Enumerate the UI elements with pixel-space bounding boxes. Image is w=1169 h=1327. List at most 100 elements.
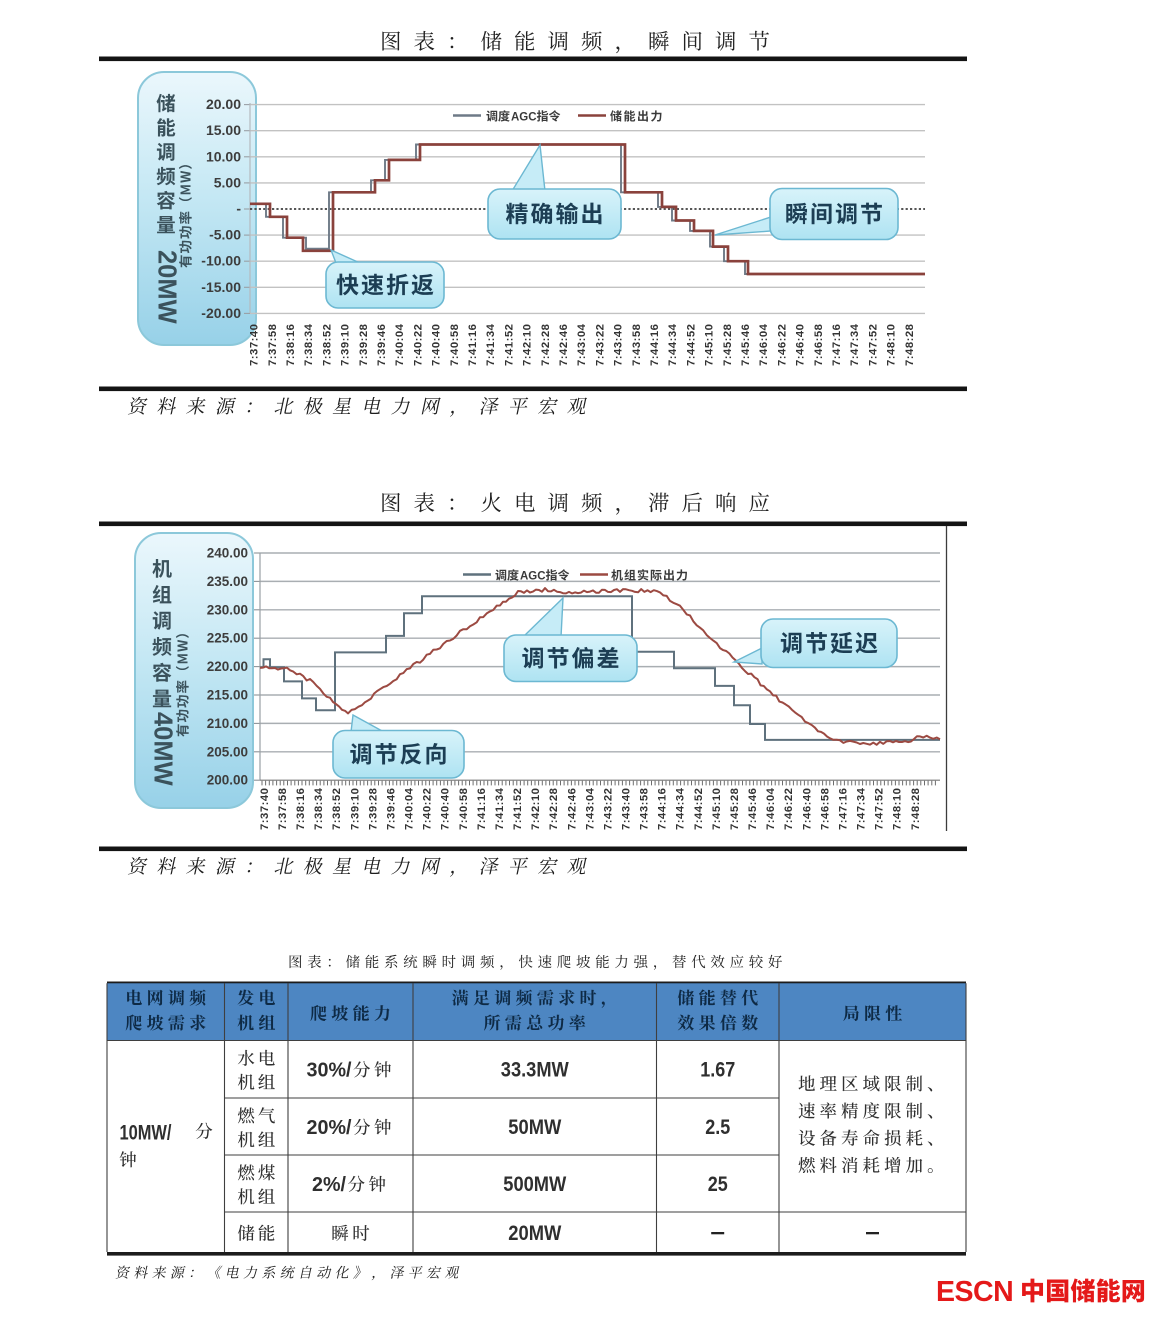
svg-text:7:45:28: 7:45:28 xyxy=(722,324,734,366)
svg-text:7:39:10: 7:39:10 xyxy=(340,324,352,366)
svg-text:5.00: 5.00 xyxy=(214,174,241,190)
svg-text:7:39:46: 7:39:46 xyxy=(386,788,398,830)
svg-text:200.00: 200.00 xyxy=(207,773,248,788)
svg-text:7:40:22: 7:40:22 xyxy=(412,324,424,366)
svg-text:7:48:10: 7:48:10 xyxy=(892,788,904,830)
svg-text:7:47:34: 7:47:34 xyxy=(849,323,861,366)
svg-text:20MW: 20MW xyxy=(508,1222,561,1245)
svg-text:20%/: 20%/ xyxy=(307,1117,352,1139)
svg-text:7:37:40: 7:37:40 xyxy=(249,324,261,366)
svg-text:7:43:40: 7:43:40 xyxy=(621,788,633,830)
svg-text:33.3MW: 33.3MW xyxy=(501,1059,569,1082)
svg-text:20.00: 20.00 xyxy=(206,96,241,112)
svg-text:7:38:16: 7:38:16 xyxy=(285,324,297,366)
svg-text:7:48:28: 7:48:28 xyxy=(910,788,922,830)
svg-text:7:42:10: 7:42:10 xyxy=(530,788,542,830)
svg-text:7:42:28: 7:42:28 xyxy=(548,788,560,830)
svg-text:500MW: 500MW xyxy=(503,1173,566,1196)
svg-text:7:40:40: 7:40:40 xyxy=(431,324,443,366)
svg-text:7:40:04: 7:40:04 xyxy=(394,323,406,366)
svg-text:7:40:04: 7:40:04 xyxy=(404,787,416,830)
svg-text:7:38:34: 7:38:34 xyxy=(313,787,325,830)
svg-text:7:39:46: 7:39:46 xyxy=(376,324,388,366)
svg-text:7:43:04: 7:43:04 xyxy=(584,787,596,830)
svg-text:7:41:16: 7:41:16 xyxy=(467,324,479,366)
svg-text:7:39:10: 7:39:10 xyxy=(349,788,361,830)
svg-text:AGC: AGC xyxy=(520,571,546,583)
svg-text:7:41:52: 7:41:52 xyxy=(512,788,524,830)
svg-text:220.00: 220.00 xyxy=(207,659,248,674)
svg-text:7:41:34: 7:41:34 xyxy=(494,787,506,830)
svg-text:25: 25 xyxy=(708,1173,728,1196)
svg-text:7:42:46: 7:42:46 xyxy=(566,788,578,830)
svg-text:205.00: 205.00 xyxy=(207,744,248,759)
svg-text:50MW: 50MW xyxy=(508,1116,561,1139)
svg-text:7:45:10: 7:45:10 xyxy=(704,324,716,366)
svg-text:ESCN: ESCN xyxy=(936,1276,1013,1308)
svg-text:7:43:22: 7:43:22 xyxy=(602,788,614,830)
svg-text:AGC: AGC xyxy=(511,112,537,124)
svg-text:7:42:46: 7:42:46 xyxy=(558,324,570,366)
svg-text:-20.00: -20.00 xyxy=(201,305,241,321)
svg-text:7:46:40: 7:46:40 xyxy=(801,788,813,830)
svg-text:7:47:16: 7:47:16 xyxy=(838,788,850,830)
svg-text:240.00: 240.00 xyxy=(207,546,248,561)
svg-text:7:44:52: 7:44:52 xyxy=(685,324,697,366)
svg-text:7:46:58: 7:46:58 xyxy=(813,324,825,366)
svg-text:7:47:34: 7:47:34 xyxy=(856,787,868,830)
svg-text:7:38:52: 7:38:52 xyxy=(331,788,343,830)
svg-text:7:43:22: 7:43:22 xyxy=(594,324,606,366)
svg-text:7:41:34: 7:41:34 xyxy=(485,323,497,366)
svg-text:7:45:46: 7:45:46 xyxy=(747,788,759,830)
svg-text:30%/: 30%/ xyxy=(307,1059,352,1081)
svg-text:7:43:04: 7:43:04 xyxy=(576,323,588,366)
svg-text:7:39:28: 7:39:28 xyxy=(367,788,379,830)
svg-text:40MW: 40MW xyxy=(149,712,177,787)
svg-text:2%/: 2%/ xyxy=(312,1174,346,1196)
svg-text:-: - xyxy=(236,201,241,217)
svg-text:7:46:58: 7:46:58 xyxy=(819,788,831,830)
svg-text:7:46:22: 7:46:22 xyxy=(776,324,788,366)
svg-text:7:37:58: 7:37:58 xyxy=(267,324,279,366)
svg-text:7:38:16: 7:38:16 xyxy=(295,788,307,830)
svg-text:7:43:58: 7:43:58 xyxy=(639,788,651,830)
svg-text:7:44:16: 7:44:16 xyxy=(657,788,669,830)
svg-text:7:39:28: 7:39:28 xyxy=(358,324,370,366)
svg-text:-15.00: -15.00 xyxy=(201,279,241,295)
svg-text:7:46:22: 7:46:22 xyxy=(783,788,795,830)
svg-text:7:41:52: 7:41:52 xyxy=(503,324,515,366)
svg-text:7:44:52: 7:44:52 xyxy=(693,788,705,830)
svg-text:-5.00: -5.00 xyxy=(209,227,241,243)
svg-text:7:40:22: 7:40:22 xyxy=(422,788,434,830)
svg-text:-10.00: -10.00 xyxy=(201,253,241,269)
svg-text:7:44:34: 7:44:34 xyxy=(667,323,679,366)
svg-text:7:43:40: 7:43:40 xyxy=(613,324,625,366)
svg-text:7:44:16: 7:44:16 xyxy=(649,324,661,366)
svg-text:7:42:10: 7:42:10 xyxy=(522,324,534,366)
svg-text:7:47:52: 7:47:52 xyxy=(874,788,886,830)
svg-text:7:37:40: 7:37:40 xyxy=(259,788,271,830)
svg-text:7:48:28: 7:48:28 xyxy=(904,324,916,366)
svg-text:7:41:16: 7:41:16 xyxy=(476,788,488,830)
svg-text:7:47:52: 7:47:52 xyxy=(867,324,879,366)
svg-text:7:44:34: 7:44:34 xyxy=(675,787,687,830)
svg-text:10.00: 10.00 xyxy=(206,148,241,164)
svg-text:15.00: 15.00 xyxy=(206,122,241,138)
svg-text:230.00: 230.00 xyxy=(207,602,248,617)
svg-text:7:38:52: 7:38:52 xyxy=(321,324,333,366)
svg-text:7:43:58: 7:43:58 xyxy=(631,324,643,366)
svg-text:7:40:58: 7:40:58 xyxy=(449,324,461,366)
svg-text:225.00: 225.00 xyxy=(207,631,248,646)
svg-text:7:45:28: 7:45:28 xyxy=(729,788,741,830)
svg-text:10MW/: 10MW/ xyxy=(120,1122,172,1145)
svg-text:7:40:58: 7:40:58 xyxy=(458,788,470,830)
svg-text:2.5: 2.5 xyxy=(705,1116,730,1139)
svg-text:7:47:16: 7:47:16 xyxy=(831,324,843,366)
svg-text:235.00: 235.00 xyxy=(207,574,248,589)
svg-text:7:46:04: 7:46:04 xyxy=(765,787,777,830)
svg-text:7:40:40: 7:40:40 xyxy=(440,788,452,830)
svg-text:7:42:28: 7:42:28 xyxy=(540,324,552,366)
svg-text:20MW: 20MW xyxy=(153,250,181,325)
svg-text:7:38:34: 7:38:34 xyxy=(303,323,315,366)
svg-text:7:46:04: 7:46:04 xyxy=(758,323,770,366)
